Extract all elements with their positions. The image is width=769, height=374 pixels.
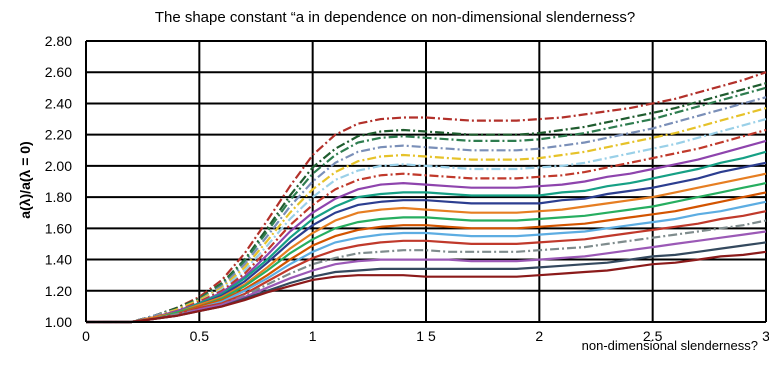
series-line-4 [86,96,767,324]
chart-title: The shape constant “a in dependence on n… [155,9,635,26]
y-axis-label: a(λ)/a(λ = 0) [17,141,33,218]
y-tick-label: 1.40 [45,252,72,268]
y-tick-label: 2.40 [45,95,72,111]
y-tick-label: 1.20 [45,283,72,299]
x-axis-label: non-dimensional slenderness? [582,338,758,353]
x-tick-label: 2.5 [643,328,663,344]
x-tick-label: 0.5 [190,328,210,344]
grid [85,40,767,323]
y-tick-label: 1.80 [45,189,72,205]
x-tick-label: 3 [762,328,769,344]
y-tick-labels: 1.00 1.20 1.40 1.60 1.80 2.00 2.20 2.40 2.60 2.80 [45,33,72,330]
x-tick-label: 1 5 [416,328,436,344]
series-line-5 [86,107,767,324]
series-line-9 [86,150,767,324]
series-line-11 [86,172,767,324]
series-line-19 [86,250,767,324]
y-tick-label: 1.00 [45,314,72,330]
series-line-6 [86,118,767,324]
axes [85,41,766,323]
x-tick-labels: 0 0.5 1 1 5 2 2.5 3 [82,328,769,344]
series-group [86,71,767,324]
x-tick-label: 2 [535,328,543,344]
series-line-17 [86,230,767,324]
series-line-15 [86,210,767,324]
series-line-1 [86,71,767,324]
series-line-3 [86,86,767,324]
x-tick-label: 1 [309,328,317,344]
y-tick-label: 2.00 [45,158,72,174]
y-tick-label: 1.60 [45,220,72,236]
y-tick-label: 2.20 [45,127,72,143]
series-line-13 [86,191,767,324]
x-tick-label: 0 [82,328,90,344]
series-line-7 [86,128,767,324]
y-tick-label: 2.80 [45,33,72,49]
y-tick-label: 2.60 [45,64,72,80]
series-line-2 [86,82,767,324]
